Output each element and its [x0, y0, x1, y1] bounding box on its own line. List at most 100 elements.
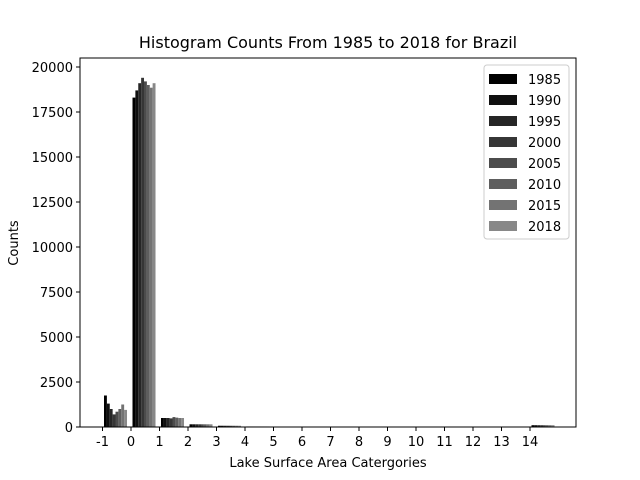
bar-1990-cat-1	[163, 418, 167, 427]
bar-2018-cat-1	[181, 418, 185, 427]
bar-1995-cat--1	[109, 409, 113, 427]
x-tick-label: 0	[127, 435, 135, 450]
x-tick-label: 5	[269, 435, 277, 450]
bar-1995-cat-1	[166, 418, 170, 427]
bar-2018-cat-3	[238, 425, 242, 427]
bar-2010-cat-14	[545, 425, 549, 427]
bar-1990-cat--1	[106, 403, 110, 427]
bar-2005-cat-2	[201, 424, 204, 427]
bar-2015-cat--1	[121, 404, 125, 427]
bar-1990-cat-3	[220, 425, 224, 427]
y-tick-label: 0	[65, 421, 73, 436]
x-tick-label: 14	[522, 435, 539, 450]
bar-2010-cat-3	[232, 425, 236, 427]
x-axis-ticks: -1 0 1 2 3 4 5 6 7 8 9 10 11 12 13 14	[96, 427, 538, 450]
bar-2015-cat-2	[206, 424, 210, 427]
legend-label-2015: 2015	[528, 199, 561, 214]
x-tick-label: -1	[96, 435, 109, 450]
legend-swatch-2010	[489, 179, 517, 189]
bar-1990-cat-0	[135, 90, 139, 428]
legend-label-1985: 1985	[528, 73, 561, 88]
bar-1985-cat-1	[161, 418, 164, 427]
x-tick-label: 13	[493, 435, 510, 450]
bar-2005-cat-1	[172, 417, 176, 427]
bar-2015-cat-0	[149, 87, 153, 427]
y-tick-label: 12500	[32, 196, 73, 211]
x-axis-label: Lake Surface Area Catergories	[229, 456, 427, 471]
bar-2005-cat-0	[144, 81, 147, 428]
y-tick-label: 10000	[32, 241, 73, 256]
bars-layer	[104, 77, 555, 428]
bar-2015-cat-14	[548, 425, 552, 427]
x-tick-label: 11	[436, 435, 453, 450]
bar-1985-cat-3	[218, 425, 221, 427]
y-tick-label: 5000	[40, 331, 73, 346]
bar-2000-cat-14	[540, 425, 544, 427]
y-tick-label: 17500	[32, 106, 73, 121]
x-tick-label: 7	[326, 435, 334, 450]
legend-label-2010: 2010	[528, 178, 561, 193]
legend-swatch-1985	[489, 74, 517, 84]
bar-1995-cat-0	[138, 83, 142, 427]
bar-2005-cat-14	[543, 425, 546, 427]
bar-2010-cat--1	[118, 409, 122, 427]
y-axis-label: Counts	[7, 220, 22, 266]
bar-1985-cat-14	[531, 425, 535, 427]
legend-swatch-1990	[489, 95, 517, 105]
bar-2015-cat-1	[178, 418, 182, 427]
bar-1995-cat-14	[537, 425, 541, 427]
x-tick-label: 6	[298, 435, 306, 450]
bar-2010-cat-0	[146, 85, 150, 427]
bar-2010-cat-2	[203, 424, 207, 427]
bar-2000-cat--1	[112, 414, 116, 427]
bar-1995-cat-2	[195, 424, 199, 427]
y-tick-label: 15000	[32, 151, 73, 166]
plot-frame	[79, 57, 577, 428]
bar-2018-cat-2	[209, 424, 213, 427]
legend-label-2005: 2005	[528, 157, 561, 172]
legend-swatch-2005	[489, 158, 517, 168]
legend-swatch-2015	[489, 200, 517, 210]
bar-1995-cat-3	[223, 425, 227, 427]
x-tick-label: 1	[155, 435, 163, 450]
x-tick-label: 10	[408, 435, 425, 450]
x-tick-label: 9	[383, 435, 391, 450]
bar-2000-cat-0	[141, 77, 145, 428]
bar-2018-cat--1	[124, 409, 128, 427]
x-tick-label: 2	[184, 435, 192, 450]
bar-1990-cat-14	[534, 425, 538, 427]
legend-label-1995: 1995	[528, 115, 561, 130]
bar-2005-cat-3	[229, 425, 233, 427]
y-tick-label: 20000	[32, 61, 73, 76]
bar-2000-cat-2	[198, 424, 202, 427]
bar-2010-cat-1	[175, 417, 179, 427]
bar-2005-cat--1	[115, 411, 119, 427]
legend-box	[483, 64, 570, 240]
bar-1985-cat--1	[104, 395, 107, 427]
x-tick-label: 12	[465, 435, 482, 450]
legend-swatch-1995	[489, 116, 517, 126]
bar-1985-cat-0	[132, 97, 136, 427]
legend-swatch-2018	[489, 221, 517, 231]
bar-2018-cat-0	[152, 83, 156, 427]
chart-title: Histogram Counts From 1985 to 2018 for B…	[139, 33, 517, 52]
legend-swatch-2000	[489, 137, 517, 147]
legend-label-1990: 1990	[528, 94, 561, 109]
y-axis-ticks: 0 2500 5000 7500 10000 12500 15000 17500 20000	[32, 61, 80, 436]
bar-2018-cat-14	[551, 425, 555, 427]
bar-1985-cat-2	[189, 424, 193, 427]
x-tick-label: 8	[355, 435, 363, 450]
y-tick-label: 7500	[40, 286, 73, 301]
legend-label-2000: 2000	[528, 136, 561, 151]
x-tick-label: 4	[241, 435, 249, 450]
x-tick-label: 3	[212, 435, 220, 450]
legend-label-2018: 2018	[528, 220, 561, 235]
bar-2000-cat-1	[169, 418, 173, 427]
legend: 1985 1990 1995 2000 2005 2010 2015 2018	[483, 64, 570, 240]
y-tick-label: 2500	[40, 376, 73, 391]
bar-2015-cat-3	[235, 425, 239, 427]
bar-1990-cat-2	[192, 424, 196, 427]
bar-2000-cat-3	[226, 425, 230, 427]
